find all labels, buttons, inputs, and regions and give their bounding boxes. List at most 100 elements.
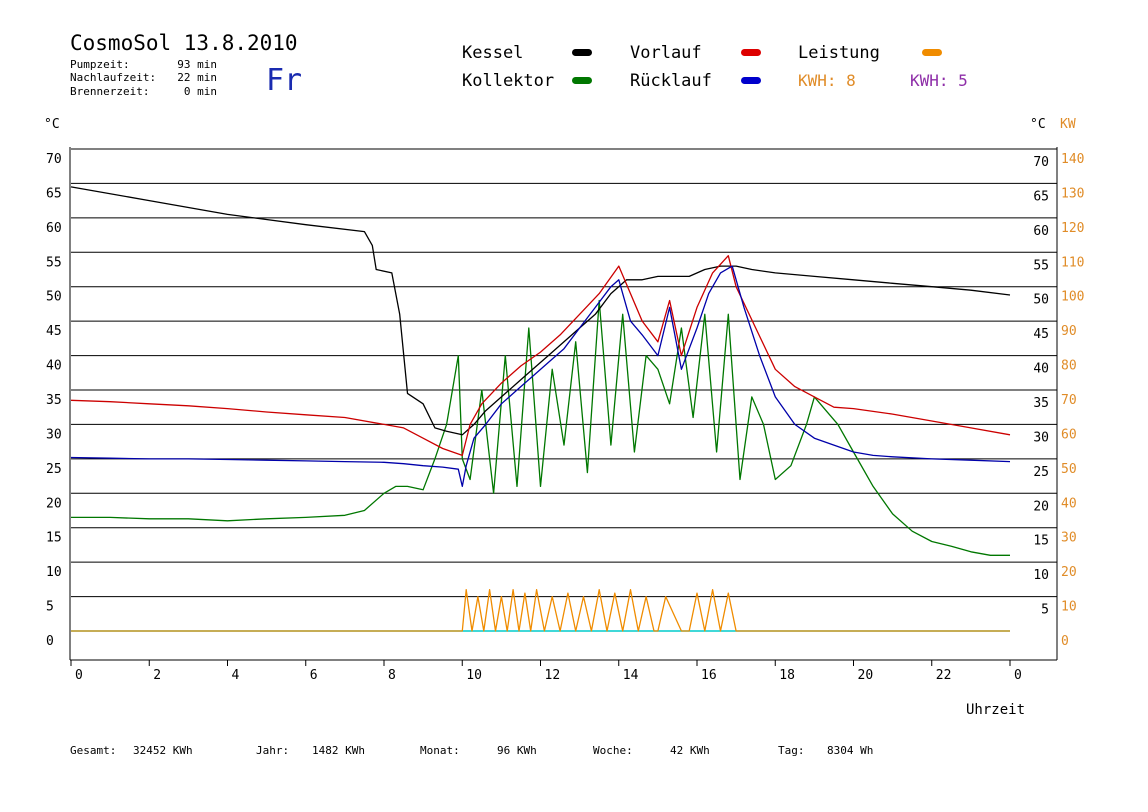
y-tick-kw-50: 50 (1061, 462, 1077, 477)
info-label-brennerzeit: Brennerzeit: (70, 85, 149, 98)
y-tick-left-10: 10 (46, 565, 62, 580)
x-tick-label-10: 20 (858, 668, 874, 683)
x-tick-label-1: 2 (153, 668, 161, 683)
y-tick-right-50: 50 (1033, 293, 1049, 308)
y-tick-left-50: 50 (46, 290, 62, 305)
y-tick-kw-10: 10 (1061, 600, 1077, 615)
legend-label-leistung: Leistung (798, 43, 880, 63)
stat-label-woche: Woche: (593, 744, 633, 757)
y-tick-left-25: 25 (46, 462, 62, 477)
y-tick-left-70: 70 (46, 152, 62, 167)
y-axis-left-label: °C (44, 117, 60, 132)
legend-label-kollektor: Kollektor (462, 71, 554, 91)
y-tick-left-55: 55 (46, 255, 62, 270)
stat-value-tag: 8304 Wh (827, 744, 873, 757)
series-layer (70, 186, 1011, 632)
y-tick-left-0: 0 (46, 634, 54, 649)
stat-label-monat: Monat: (420, 744, 460, 757)
y-tick-right-25: 25 (1033, 465, 1049, 480)
x-tick-label-11: 22 (936, 668, 952, 683)
x-tick-label-6: 12 (545, 668, 561, 683)
info-label-pumpzeit: Pumpzeit: (70, 58, 130, 71)
y-tick-kw-120: 120 (1061, 221, 1084, 236)
y-tick-left-20: 20 (46, 496, 62, 511)
x-tick-label-9: 18 (779, 668, 795, 683)
x-ticks: 0 2 4 6 8 10 12 14 16 18 20 22 0 (70, 660, 1022, 683)
x-axis-label: Uhrzeit (966, 702, 1025, 718)
x-tick-label-8: 16 (701, 668, 717, 683)
y-tick-left-45: 45 (46, 324, 62, 339)
series-line-kollektor (71, 299, 1010, 556)
y-tick-kw-70: 70 (1061, 393, 1077, 408)
y-tick-left-15: 15 (46, 531, 62, 546)
y-tick-right-35: 35 (1033, 396, 1049, 411)
info-label-nachlaufzeit: Nachlaufzeit: (70, 71, 156, 84)
legend-label-kessel: Kessel (462, 43, 523, 63)
legend-kwh-kollektor: KWH: 5 (910, 71, 968, 90)
info-value-brennerzeit: 0 min (184, 85, 217, 98)
y-tick-left-30: 30 (46, 427, 62, 442)
y-tick-kw-80: 80 (1061, 359, 1077, 374)
y-tick-left-60: 60 (46, 221, 62, 236)
y-tick-right-55: 55 (1033, 258, 1049, 273)
series-line-ruecklauf (70, 265, 1011, 488)
stat-value-woche: 42 KWh (670, 744, 710, 757)
y-tick-kw-40: 40 (1061, 496, 1077, 511)
x-tick-label-5: 10 (466, 668, 482, 683)
info-block: Pumpzeit: 93 min Nachlaufzeit: 22 min Br… (70, 58, 217, 98)
axes (69, 147, 1058, 661)
y-axis-right-label: °C (1030, 117, 1046, 132)
legend-swatch-kollektor (572, 77, 592, 84)
y-tick-left-5: 5 (46, 600, 54, 615)
y-ticks-right-kw: 0 10 20 30 40 50 60 70 80 90 100 110 120 130 140 (1061, 152, 1084, 649)
legend-swatch-kessel (572, 49, 592, 56)
legend-label-vorlauf: Vorlauf (630, 43, 702, 63)
y-tick-right-10: 10 (1033, 568, 1049, 583)
x-tick-label-12: 0 (1014, 668, 1022, 683)
y-tick-kw-90: 90 (1061, 324, 1077, 339)
y-tick-right-40: 40 (1033, 362, 1049, 377)
y-tick-right-70: 70 (1033, 155, 1049, 170)
y-tick-left-35: 35 (46, 393, 62, 408)
stat-label-gesamt: Gesamt: (70, 744, 116, 757)
y-tick-right-20: 20 (1033, 499, 1049, 514)
y-tick-right-15: 15 (1033, 534, 1049, 549)
info-value-pumpzeit: 93 min (177, 58, 217, 71)
series-line-kessel (70, 186, 1011, 436)
y-tick-right-60: 60 (1033, 224, 1049, 239)
y-tick-kw-130: 130 (1061, 186, 1084, 201)
stat-value-monat: 96 KWh (497, 744, 537, 757)
y-tick-left-65: 65 (46, 186, 62, 201)
x-tick-label-2: 4 (232, 668, 240, 683)
y-tick-kw-140: 140 (1061, 152, 1084, 167)
stat-label-tag: Tag: (778, 744, 805, 757)
x-tick-label-3: 6 (310, 668, 318, 683)
y-tick-left-40: 40 (46, 359, 62, 374)
y-tick-kw-0: 0 (1061, 634, 1069, 649)
y-tick-right-5: 5 (1041, 603, 1049, 618)
x-tick-label-0: 0 (75, 668, 83, 683)
y-tick-kw-30: 30 (1061, 531, 1077, 546)
series-line-vorlauf (70, 255, 1011, 457)
y-tick-right-30: 30 (1033, 430, 1049, 445)
series-line-leistung (71, 589, 1010, 632)
y-tick-kw-60: 60 (1061, 427, 1077, 442)
y-tick-kw-100: 100 (1061, 290, 1084, 305)
x-tick-label-7: 14 (623, 668, 639, 683)
gridlines (71, 148, 1057, 598)
legend: Kessel Vorlauf Leistung Kollektor Rückla… (462, 43, 968, 91)
y-tick-kw-110: 110 (1061, 255, 1084, 270)
stat-value-jahr: 1482 KWh (312, 744, 365, 757)
stat-label-jahr: Jahr: (256, 744, 289, 757)
y-axis-right-kw-label: KW (1060, 117, 1076, 132)
x-tick-label-4: 8 (388, 668, 396, 683)
y-tick-kw-20: 20 (1061, 565, 1077, 580)
legend-label-ruecklauf: Rücklauf (630, 71, 712, 91)
y-ticks-left: 0 5 10 15 20 25 30 35 40 45 50 55 60 65 70 (46, 152, 62, 649)
legend-swatch-leistung (922, 49, 942, 56)
info-value-nachlaufzeit: 22 min (177, 71, 217, 84)
chart-title: CosmoSol 13.8.2010 (70, 31, 298, 55)
legend-kwh-leistung: KWH: 8 (798, 71, 856, 90)
y-ticks-right: 5 10 15 20 25 30 35 40 45 50 55 60 65 70 (1033, 155, 1049, 618)
